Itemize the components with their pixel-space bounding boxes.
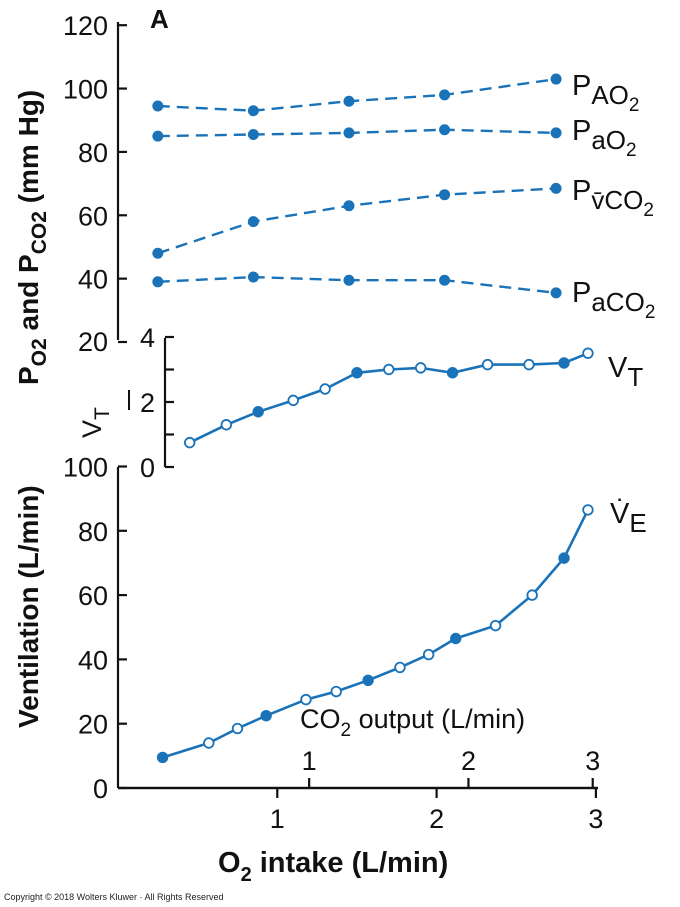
data-point-VT (351, 367, 363, 379)
data-point-PvCO2 (439, 189, 451, 201)
series-label-PaCO2: PaCO2 (572, 277, 655, 323)
data-point-PaO2 (247, 128, 259, 140)
data-point-VT (523, 358, 535, 371)
data-point-PaO2 (439, 124, 451, 136)
data-point-PAO2 (550, 73, 562, 85)
data-point-VT (383, 363, 395, 376)
data-point-PAO2 (152, 100, 164, 112)
data-point-PaCO2 (343, 274, 355, 286)
x-tick-label: 3 (588, 804, 603, 834)
vt-y-axis-label: VT (77, 390, 130, 438)
data-point-VE (203, 737, 215, 749)
data-point-VE (156, 751, 169, 764)
data-point-VT (287, 394, 299, 407)
co2-tick-label: 1 (302, 746, 317, 776)
data-point-VE (489, 619, 502, 632)
data-point-VT (252, 406, 264, 418)
series-line-PaCO2 (157, 275, 557, 295)
data-point-VT (220, 419, 233, 431)
data-point-PaCO2 (247, 271, 259, 283)
data-point-PAO2 (439, 89, 451, 101)
data-point-PvCO2 (152, 247, 164, 259)
data-point-VT (582, 347, 594, 359)
data-point-VT (319, 383, 331, 395)
data-point-VE (300, 693, 312, 706)
data-point-PaO2 (550, 127, 562, 139)
series-line-PaO2 (157, 128, 557, 138)
series-label-VT: VT (608, 352, 643, 392)
y-tick-label: 4 (140, 323, 155, 353)
series-label-PvCO2: Pv̄CO2 (572, 175, 654, 221)
y-tick-label: 20 (78, 327, 108, 357)
data-point-PaO2 (343, 127, 355, 139)
data-point-PaCO2 (439, 274, 451, 286)
data-point-VT (414, 362, 427, 374)
data-point-PaCO2 (152, 276, 164, 288)
data-point-PaO2 (152, 130, 164, 142)
data-point-VE (260, 709, 272, 722)
y-tick-label: 0 (93, 774, 108, 804)
y-tick-label: 100 (63, 453, 108, 483)
data-point-PAO2 (343, 95, 355, 107)
data-point-VT (558, 357, 570, 369)
y-tick-label: 80 (78, 517, 108, 547)
y-tick-label: 60 (78, 201, 108, 231)
x-axis-label: O2 intake (L/min) (218, 847, 448, 886)
data-point-VE (394, 661, 406, 674)
y-tick-label: 60 (78, 581, 108, 611)
data-point-VE (450, 632, 462, 645)
axes (116, 22, 598, 790)
y-tick-label: 2 (140, 388, 155, 418)
vt-y-axis-text: VT (77, 407, 114, 438)
y-tick-label: 40 (78, 645, 108, 675)
y-tick-label: 0 (140, 453, 155, 483)
series-line-PvCO2 (157, 187, 557, 255)
panel-label: A (150, 4, 169, 34)
data-point-PvCO2 (550, 182, 562, 194)
data-point-VE (422, 648, 435, 661)
y-tick-label: 80 (78, 138, 108, 168)
x-tick-label: 1 (270, 804, 285, 834)
data-layer (152, 73, 594, 764)
x-tick-label: 2 (429, 804, 444, 834)
data-point-VE (582, 504, 594, 516)
label-layer: CO2 output (L/min) O2 intake (L/min) PO2 a… (13, 70, 655, 886)
y-tick-label: 20 (78, 710, 108, 740)
y-tick-label: 100 (63, 75, 108, 105)
series-label-VE: V̇E (610, 498, 647, 538)
y-tick-label: 40 (78, 265, 108, 295)
data-point-PvCO2 (247, 216, 259, 228)
data-point-VT (481, 358, 494, 371)
data-point-PaCO2 (550, 287, 562, 299)
co2-tick-label: 3 (585, 746, 600, 776)
series-label-PAO2: PAO2 (572, 70, 640, 116)
data-point-PvCO2 (343, 200, 355, 212)
co2-tick-label: 2 (461, 746, 476, 776)
co2-axis-label: CO2 output (L/min) (300, 704, 525, 741)
data-point-PAO2 (247, 105, 259, 117)
data-point-VT (183, 436, 196, 449)
ve-y-axis-label: Ventilation (L/min) (13, 485, 44, 728)
y-tick-label: 120 (63, 11, 108, 41)
copyright-notice: Copyright © 2018 Wolters Kluwer · All Ri… (4, 892, 224, 902)
data-point-VT (446, 367, 459, 379)
data-point-VE (330, 685, 342, 698)
series-label-PaO2: PaO2 (572, 115, 637, 161)
data-point-VE (362, 674, 374, 686)
data-point-VE (558, 552, 570, 564)
top-y-axis-label: PO2 and PCO2 (mm Hg) (13, 90, 51, 385)
data-point-VE (231, 722, 244, 735)
data-point-VE (526, 589, 538, 601)
series-line-PAO2 (157, 77, 557, 112)
